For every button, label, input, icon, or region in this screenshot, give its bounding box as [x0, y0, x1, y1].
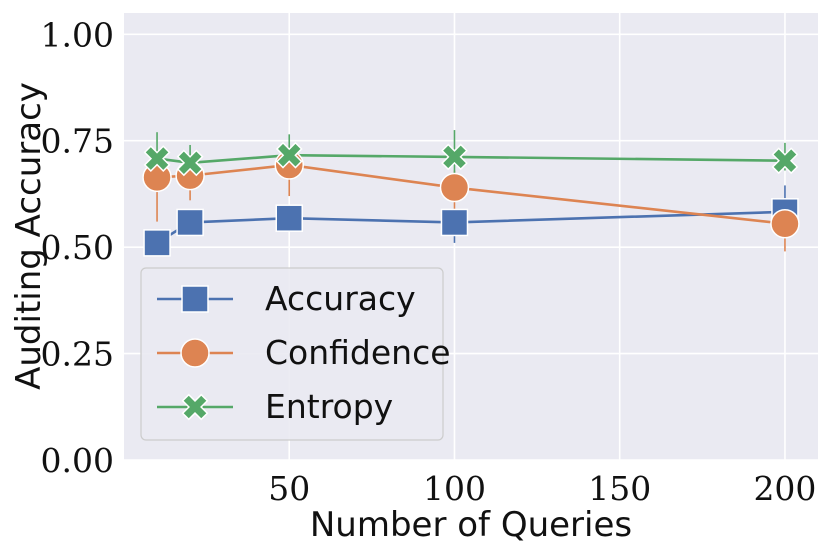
x-tick-label: 200 [753, 469, 816, 508]
data-point [143, 229, 171, 257]
tick-labels: 0.00 0.25 0.50 0.75 1.00 50 100 150 200 [41, 15, 817, 508]
legend-box [140, 267, 444, 441]
y-tick-label: 0.50 [41, 228, 114, 267]
y-tick-label: 1.00 [41, 15, 114, 54]
y-tick-label: 0.00 [41, 441, 114, 480]
data-point [143, 145, 171, 172]
data-point [771, 147, 799, 175]
y-tick-label: 0.75 [41, 122, 114, 161]
x-axis-label: Number of Queries [310, 505, 632, 545]
x-tick-label: 50 [268, 469, 310, 508]
data-point [176, 149, 204, 177]
data-point [770, 208, 800, 239]
legend-marker [181, 393, 209, 421]
legend: Accuracy Confidence Entropy [140, 267, 451, 441]
x-tick-label: 150 [588, 469, 651, 508]
data-point [275, 141, 303, 169]
legend-marker [181, 285, 209, 313]
y-tick-label: 0.25 [41, 335, 114, 374]
data-point [176, 208, 204, 237]
legend-label: Accuracy [265, 279, 416, 318]
x-tick-label: 100 [423, 469, 486, 508]
data-point [439, 172, 470, 203]
data-point [440, 208, 469, 237]
data-point [275, 204, 303, 232]
legend-marker [180, 338, 210, 368]
series-markers [142, 141, 800, 257]
data-point [441, 143, 468, 171]
legend-label: Confidence [265, 333, 451, 372]
y-axis-label: Auditing Accuracy [9, 82, 49, 390]
legend-label: Entropy [265, 387, 393, 426]
